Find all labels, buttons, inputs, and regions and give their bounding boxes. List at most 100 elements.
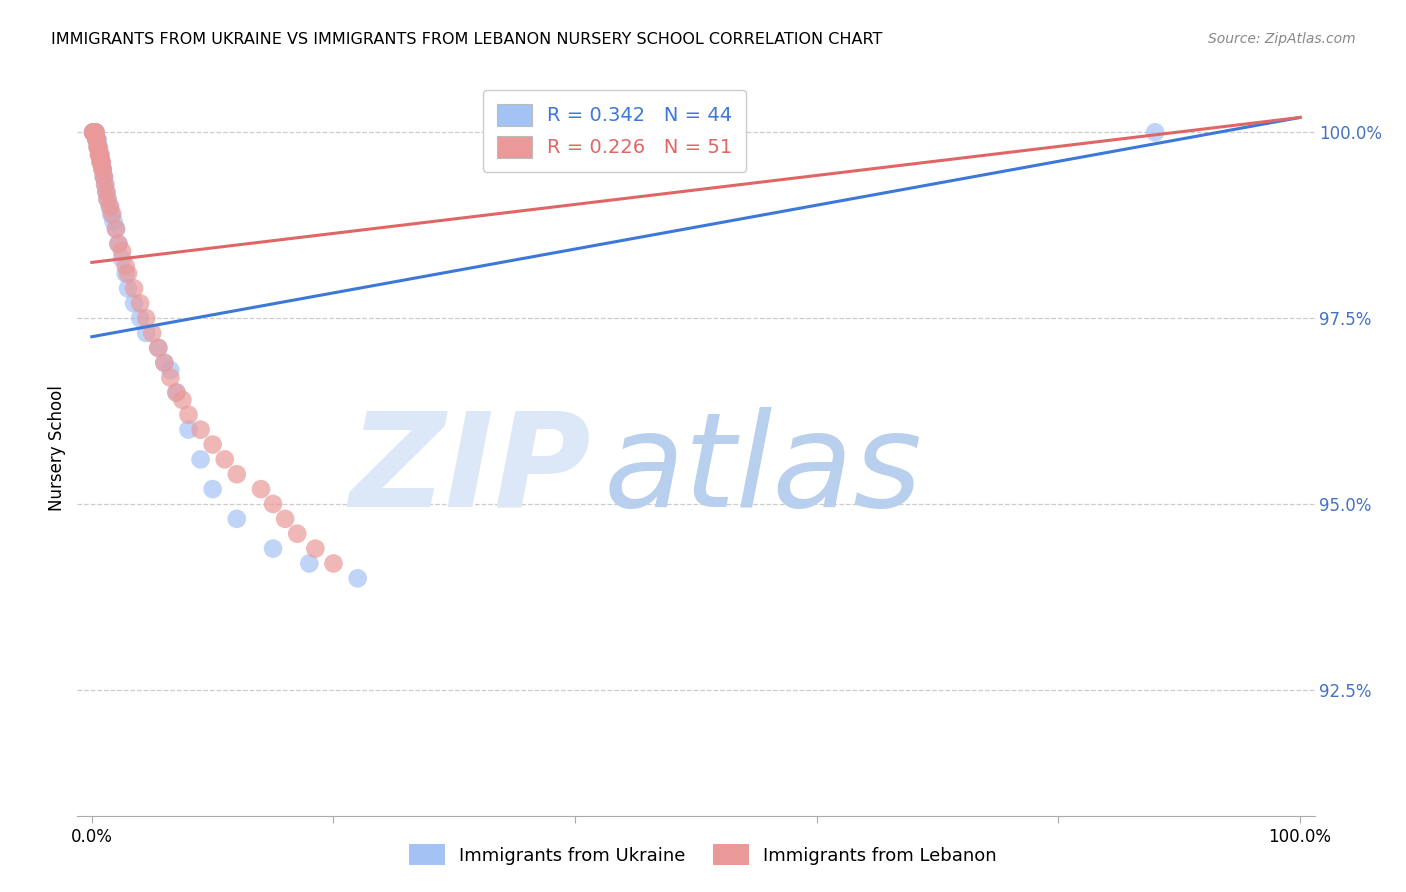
Point	[86, 133, 108, 147]
Point	[83, 125, 105, 139]
Point	[262, 541, 284, 556]
Point	[84, 125, 107, 139]
Point	[94, 178, 117, 192]
Y-axis label: Nursery School: Nursery School	[48, 385, 66, 511]
Point	[90, 155, 112, 169]
Point	[100, 207, 122, 221]
Text: ZIP: ZIP	[349, 407, 591, 533]
Point	[304, 541, 326, 556]
Point	[89, 147, 111, 161]
Point	[285, 526, 308, 541]
Text: Source: ZipAtlas.com: Source: ZipAtlas.com	[1208, 32, 1355, 46]
Point	[82, 125, 104, 139]
Point	[86, 133, 108, 147]
Point	[98, 200, 121, 214]
Point	[111, 244, 134, 259]
Point	[148, 341, 170, 355]
Point	[87, 147, 110, 161]
Point	[135, 311, 157, 326]
Point	[91, 162, 114, 177]
Point	[122, 281, 145, 295]
Point	[89, 155, 111, 169]
Point	[84, 125, 107, 139]
Point	[93, 169, 115, 184]
Point	[114, 259, 136, 273]
Point	[96, 185, 118, 199]
Legend: R = 0.342   N = 44, R = 0.226   N = 51: R = 0.342 N = 44, R = 0.226 N = 51	[484, 90, 747, 172]
Point	[117, 281, 139, 295]
Point	[172, 392, 194, 407]
Point	[93, 169, 115, 184]
Point	[1144, 125, 1167, 139]
Point	[135, 326, 157, 340]
Point	[90, 155, 112, 169]
Point	[101, 207, 124, 221]
Point	[165, 385, 187, 400]
Point	[225, 467, 247, 482]
Point	[117, 267, 139, 281]
Text: atlas: atlas	[603, 407, 922, 533]
Point	[105, 222, 127, 236]
Point	[90, 155, 112, 169]
Point	[89, 147, 111, 161]
Point	[96, 192, 118, 206]
Point	[83, 125, 105, 139]
Point	[90, 155, 112, 169]
Point	[322, 557, 344, 571]
Point	[91, 162, 114, 177]
Point	[214, 452, 236, 467]
Point	[87, 140, 110, 154]
Point	[87, 140, 110, 154]
Point	[122, 296, 145, 310]
Point	[225, 512, 247, 526]
Point	[87, 133, 110, 147]
Point	[201, 482, 224, 496]
Point	[148, 341, 170, 355]
Point	[89, 147, 111, 161]
Point	[87, 147, 110, 161]
Point	[114, 267, 136, 281]
Point	[177, 408, 200, 422]
Point	[165, 385, 187, 400]
Point	[82, 125, 104, 139]
Point	[98, 200, 121, 214]
Point	[103, 214, 125, 228]
Point	[201, 437, 224, 451]
Point	[86, 133, 108, 147]
Point	[87, 140, 110, 154]
Point	[159, 370, 181, 384]
Point	[96, 185, 118, 199]
Point	[84, 125, 107, 139]
Point	[86, 133, 108, 147]
Point	[274, 512, 297, 526]
Point	[250, 482, 273, 496]
Point	[190, 452, 212, 467]
Point	[129, 311, 152, 326]
Point	[190, 423, 212, 437]
Legend: Immigrants from Ukraine, Immigrants from Lebanon: Immigrants from Ukraine, Immigrants from…	[402, 837, 1004, 872]
Point	[141, 326, 163, 340]
Point	[107, 236, 129, 251]
Point	[129, 296, 152, 310]
Point	[82, 125, 104, 139]
Point	[83, 125, 105, 139]
Point	[94, 178, 117, 192]
Point	[96, 192, 118, 206]
Point	[87, 140, 110, 154]
Point	[105, 222, 127, 236]
Point	[111, 252, 134, 266]
Point	[262, 497, 284, 511]
Point	[153, 356, 176, 370]
Point	[84, 125, 107, 139]
Point	[83, 125, 105, 139]
Point	[346, 571, 368, 585]
Point	[159, 363, 181, 377]
Point	[298, 557, 321, 571]
Point	[153, 356, 176, 370]
Point	[87, 147, 110, 161]
Point	[87, 140, 110, 154]
Point	[86, 133, 108, 147]
Point	[93, 169, 115, 184]
Point	[91, 162, 114, 177]
Text: IMMIGRANTS FROM UKRAINE VS IMMIGRANTS FROM LEBANON NURSERY SCHOOL CORRELATION CH: IMMIGRANTS FROM UKRAINE VS IMMIGRANTS FR…	[51, 32, 882, 47]
